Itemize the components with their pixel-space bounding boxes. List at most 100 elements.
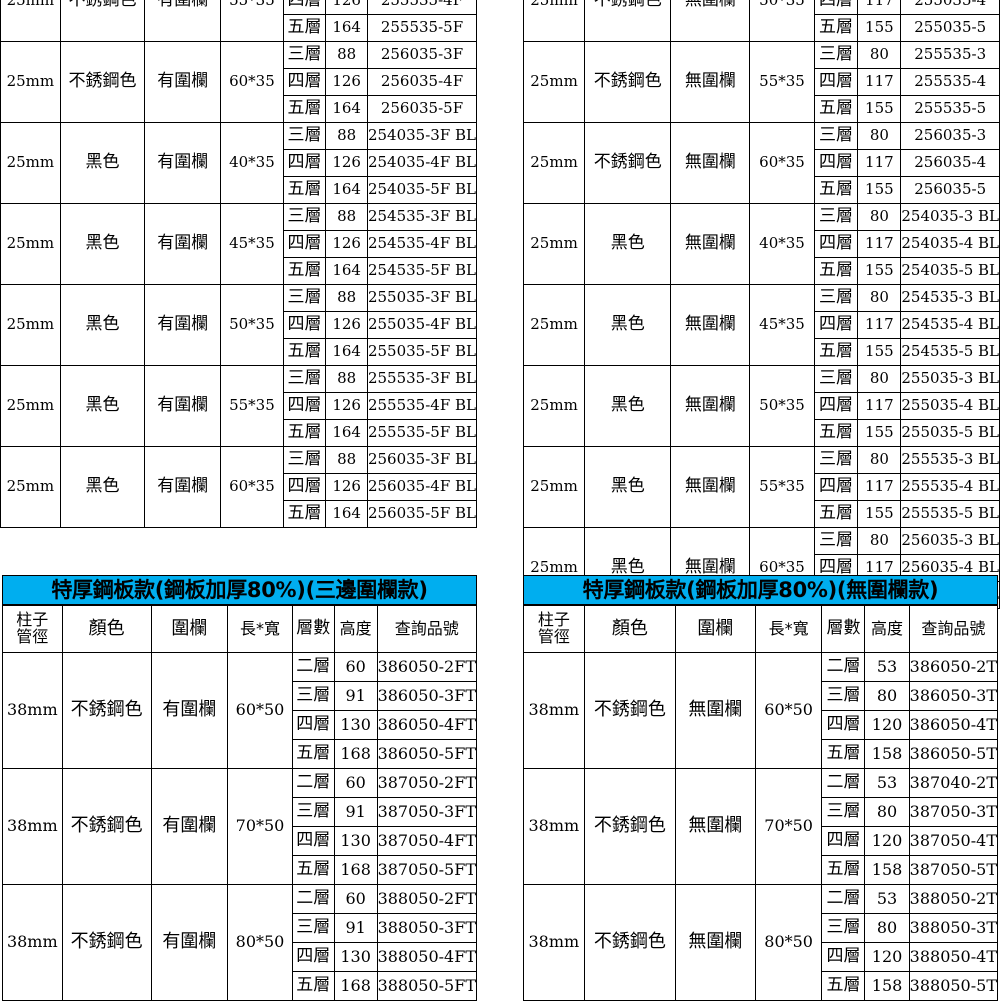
cell-layers: 四層: [291, 826, 335, 856]
table-row: 三層 91 387050-3FT: [3, 797, 478, 827]
cell-product-code: 256035-4F BL: [366, 473, 478, 501]
cell-layers: 五層: [282, 338, 327, 366]
table-row: 四層 117 255535-4: [524, 68, 1000, 96]
cell-product-code: 256035-5: [900, 176, 1000, 204]
cell-layers: 三層: [282, 203, 327, 231]
cell-fence: 無圍欄: [670, 122, 751, 204]
table-row: 四層 126 256035-4F BL: [1, 473, 478, 501]
cell-size: 80*50: [227, 884, 293, 1001]
cell-size: 70*50: [754, 768, 823, 885]
cell-color: 不銹鋼色: [583, 652, 677, 769]
cell-height: 80: [857, 527, 902, 555]
cell-layers: 四層: [813, 149, 859, 177]
table-row: 五層 164 256035-5F BL: [1, 500, 478, 528]
column-header-color: 顏色: [583, 605, 677, 653]
column-header-layers: 層數: [821, 605, 866, 653]
cell-height: 80: [857, 122, 902, 150]
table-row: 25mm 黑色 無圍欄 45*35 三層 80 254535-3 BL: [522, 284, 1000, 366]
table-row: 五層 164 256035-5F: [1, 95, 478, 123]
cell-product-code: 387050-4T: [908, 826, 999, 856]
cell-layers: 三層: [282, 41, 327, 69]
cell-layers: 四層: [282, 149, 327, 177]
cell-product-code: 387050-2FT: [376, 768, 478, 798]
cell-height: 80: [857, 365, 902, 393]
cell-fence: 無圍欄: [670, 203, 751, 285]
cell-layers: 三層: [821, 797, 866, 827]
cell-height: 53: [864, 652, 910, 682]
cell-pipe-diameter: 38mm: [2, 768, 63, 885]
cell-height: 80: [864, 681, 910, 711]
cell-pipe-diameter: 25mm: [0, 41, 61, 123]
cell-layers: 五層: [813, 176, 859, 204]
cell-product-code: 255035-4: [900, 0, 1000, 15]
cell-color: 不銹鋼色: [59, 41, 146, 123]
cell-product-code: 256035-4: [900, 149, 1000, 177]
table-row: 25mm 黑色 無圍欄 60*35 三層 80 256035-3 BL: [522, 527, 1000, 609]
cell-height: 88: [325, 284, 368, 312]
cell-layers: 三層: [282, 122, 327, 150]
cell-product-code: 254535-5 BL: [900, 338, 1000, 366]
cell-layers: 五層: [813, 419, 859, 447]
cell-pipe-diameter: 25mm: [522, 365, 586, 447]
column-header-size: 長*寬: [227, 605, 293, 653]
table-header-row: 柱子 管徑 顏色 圍欄 長*寬 層數 高度 查詢品號: [523, 605, 999, 653]
cell-layers: 三層: [291, 681, 335, 711]
cell-layers: 五層: [821, 971, 866, 1001]
cell-product-code: 256035-5F BL: [366, 500, 478, 528]
cell-height: 53: [864, 884, 910, 914]
cell-product-code: 255535-5 BL: [900, 500, 1000, 528]
table-row: 五層 164 255535-5F: [1, 14, 478, 42]
cell-fence: 無圍欄: [670, 0, 751, 42]
table-row: 五層 164 255035-5F BL: [1, 338, 478, 366]
cell-pipe-diameter: 25mm: [0, 0, 61, 42]
column-header-pipe-diameter: 柱子 管徑: [523, 605, 585, 653]
cell-height: 117: [857, 230, 902, 258]
cell-color: 不銹鋼色: [59, 0, 146, 42]
table-bottom-left-title: 特厚鋼板款(鋼板加厚80%)(三邊圍欄款): [2, 575, 477, 605]
table-row: 25mm 黑色 有圍欄 55*35 三層 88 255535-3F BL: [0, 365, 478, 447]
cell-height: 117: [857, 392, 902, 420]
cell-layers: 五層: [291, 971, 335, 1001]
cell-layers: 二層: [821, 768, 866, 798]
table-row: 四層 126 255035-4F BL: [1, 311, 478, 339]
cell-layers: 三層: [282, 446, 327, 474]
cell-product-code: 254535-4F BL: [366, 230, 478, 258]
cell-height: 88: [325, 446, 368, 474]
cell-layers: 五層: [813, 500, 859, 528]
cell-size: 50*35: [749, 365, 815, 447]
cell-layers: 四層: [282, 392, 327, 420]
table-row: 三層 80 386050-3T: [524, 681, 999, 711]
table-row: 四層 120 387050-4T: [524, 826, 999, 856]
table-row: 五層 155 254035-5 BL: [524, 257, 1000, 285]
cell-product-code: 255035-5F BL: [366, 338, 478, 366]
cell-height: 126: [325, 0, 368, 15]
cell-fence: 有圍欄: [144, 41, 222, 123]
cell-height: 126: [325, 230, 368, 258]
table-bottom-right-title: 特厚鋼板款(鋼板加厚80%)(無圍欄款): [523, 575, 998, 605]
table-row: 25mm 黑色 有圍欄 60*35 三層 88 256035-3F BL: [0, 446, 478, 528]
table-row: 五層 168 387050-5FT: [3, 855, 478, 885]
table-row: 38mm 不銹鋼色 無圍欄 70*50 二層 53 387040-2T: [523, 768, 999, 885]
cell-size: 55*35: [220, 0, 284, 42]
table-row: 38mm 不銹鋼色 無圍欄 80*50 二層 53 388050-2T: [523, 884, 999, 1001]
cell-product-code: 254035-3 BL: [900, 203, 1000, 231]
cell-layers: 三層: [821, 913, 866, 943]
cell-height: 168: [333, 971, 378, 1001]
table-row: 25mm 黑色 有圍欄 45*35 三層 88 254535-3F BL: [0, 203, 478, 285]
cell-pipe-diameter: 25mm: [522, 203, 586, 285]
cell-layers: 五層: [821, 855, 866, 885]
cell-height: 158: [864, 971, 910, 1001]
cell-height: 88: [325, 122, 368, 150]
cell-height: 120: [864, 710, 910, 740]
table-header-row: 柱子 管徑 顏色 圍欄 長*寬 層數 高度 查詢品號: [2, 605, 478, 653]
column-header-fence: 圍欄: [150, 605, 229, 653]
cell-pipe-diameter: 38mm: [2, 884, 63, 1001]
cell-layers: 三層: [291, 797, 335, 827]
cell-layers: 四層: [282, 311, 327, 339]
cell-product-code: 255535-5F BL: [366, 419, 478, 447]
cell-layers: 四層: [813, 311, 859, 339]
cell-height: 130: [333, 710, 378, 740]
cell-layers: 三層: [813, 41, 859, 69]
cell-height: 91: [333, 797, 378, 827]
